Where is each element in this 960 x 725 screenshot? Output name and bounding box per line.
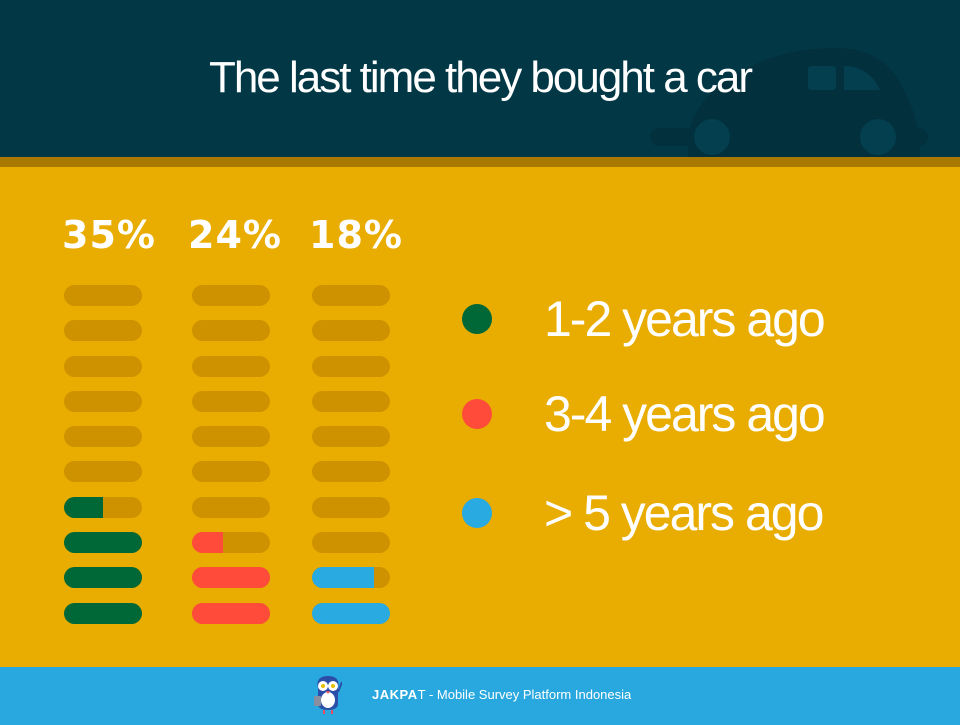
car-icon [650, 48, 928, 157]
bar-column-5-plus-years [312, 285, 390, 638]
bar-segment [312, 355, 390, 377]
bar-fill [64, 532, 142, 554]
value-label-3-4-years: 24% [188, 213, 282, 257]
header-divider [0, 157, 960, 167]
bar-fill [64, 496, 103, 518]
bar-segment [312, 320, 390, 342]
bar-segment [192, 320, 270, 342]
bar-segment [192, 496, 270, 518]
bar-segment [312, 602, 390, 624]
bar-segment [64, 567, 142, 589]
value-label-5-plus-years: 18% [309, 213, 403, 257]
bar-segment [312, 390, 390, 412]
bar-segment [312, 532, 390, 554]
owl-mascot-icon [314, 676, 342, 714]
bar-segment [192, 602, 270, 624]
bar-segment [312, 285, 390, 306]
bar-fill [192, 602, 270, 624]
bar-column-3-4-years [192, 285, 270, 638]
bar-segment [64, 355, 142, 377]
bar-segment [192, 461, 270, 483]
footer-tagline: - Mobile Survey Platform Indonesia [425, 687, 632, 702]
legend-item-3-4-years: 3-4 years ago [462, 384, 902, 444]
legend-item-5-plus-years: > 5 years ago [462, 483, 902, 543]
bar-segment [64, 285, 142, 306]
bar-segment [312, 461, 390, 483]
bar-segment [192, 390, 270, 412]
bar-segment [64, 532, 142, 554]
legend-label: > 5 years ago [544, 485, 824, 541]
bar-segment [192, 355, 270, 377]
bar-segment [64, 390, 142, 412]
bar-segment [64, 496, 142, 518]
green-dot-icon [462, 304, 492, 334]
legend-label: 1-2 years ago [544, 291, 826, 347]
legend-label: 3-4 years ago [544, 386, 826, 442]
brand-name: JAKPA [372, 687, 418, 702]
legend-item-1-2-years: 1-2 years ago [462, 289, 902, 349]
bar-fill [312, 602, 390, 624]
bar-segment [64, 320, 142, 342]
brand-name-suffix: T [417, 687, 426, 702]
chart-area: 35% 24% 18% 1-2 years ago 3-4 years ago … [0, 167, 960, 667]
page-title: The last time they bought a car [208, 53, 753, 102]
blue-dot-icon [462, 498, 492, 528]
red-dot-icon [462, 399, 492, 429]
bar-segment [312, 567, 390, 589]
bar-fill [64, 567, 142, 589]
bar-fill [64, 602, 142, 624]
bar-segment [312, 496, 390, 518]
bar-segment [64, 426, 142, 448]
bar-segment [192, 532, 270, 554]
bar-segment [312, 426, 390, 448]
value-label-1-2-years: 35% [62, 213, 156, 257]
footer: JAKPAT - Mobile Survey Platform Indonesi… [0, 667, 960, 725]
bar-segment [64, 461, 142, 483]
bar-fill [192, 567, 270, 589]
bar-column-1-2-years [64, 285, 142, 638]
bar-fill [312, 567, 375, 589]
bar-segment [192, 285, 270, 306]
bar-segment [192, 567, 270, 589]
footer-brand-text: JAKPAT - Mobile Survey Platform Indonesi… [372, 686, 631, 704]
header: The last time they bought a car [0, 0, 960, 157]
bar-fill [192, 532, 224, 554]
bar-segment [192, 426, 270, 448]
bar-segment [64, 602, 142, 624]
